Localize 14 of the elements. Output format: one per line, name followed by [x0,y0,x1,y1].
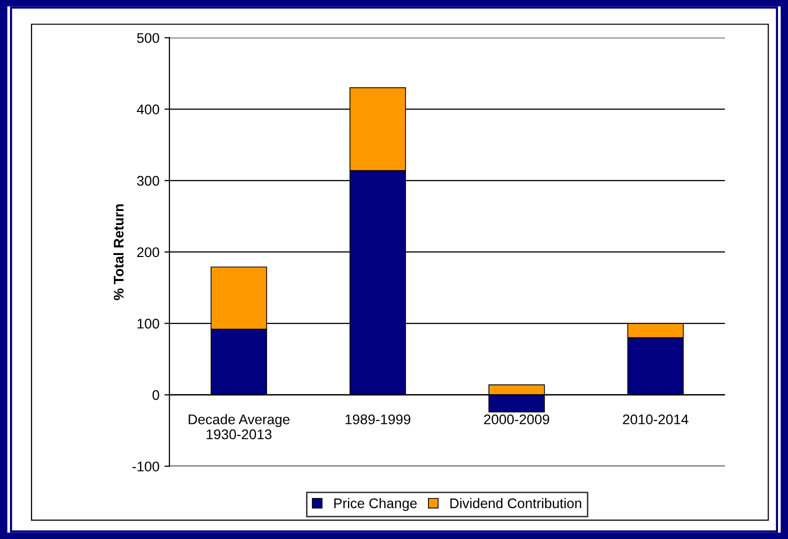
y-axis-title: % Total Return [113,204,124,300]
y-tick-label: -100 [132,462,160,472]
x-tick-label: 1989-1999 [346,414,410,424]
y-tick-label: 0 [152,390,160,400]
legend-label: Dividend Contribution [450,498,582,508]
x-tick-label: 2010-2014 [623,414,688,424]
y-tick-label: 300 [137,176,160,186]
y-tick-label: 100 [138,318,160,329]
legend-label: Price Change [334,498,417,511]
y-tick-label: 400 [136,104,160,114]
x-tick-label: 2000-2009 [484,414,550,424]
y-tick-label: 200 [137,247,160,258]
x-tick-label: Decade Average 1930-2013 [188,414,290,440]
y-tick-label: 500 [137,33,160,43]
